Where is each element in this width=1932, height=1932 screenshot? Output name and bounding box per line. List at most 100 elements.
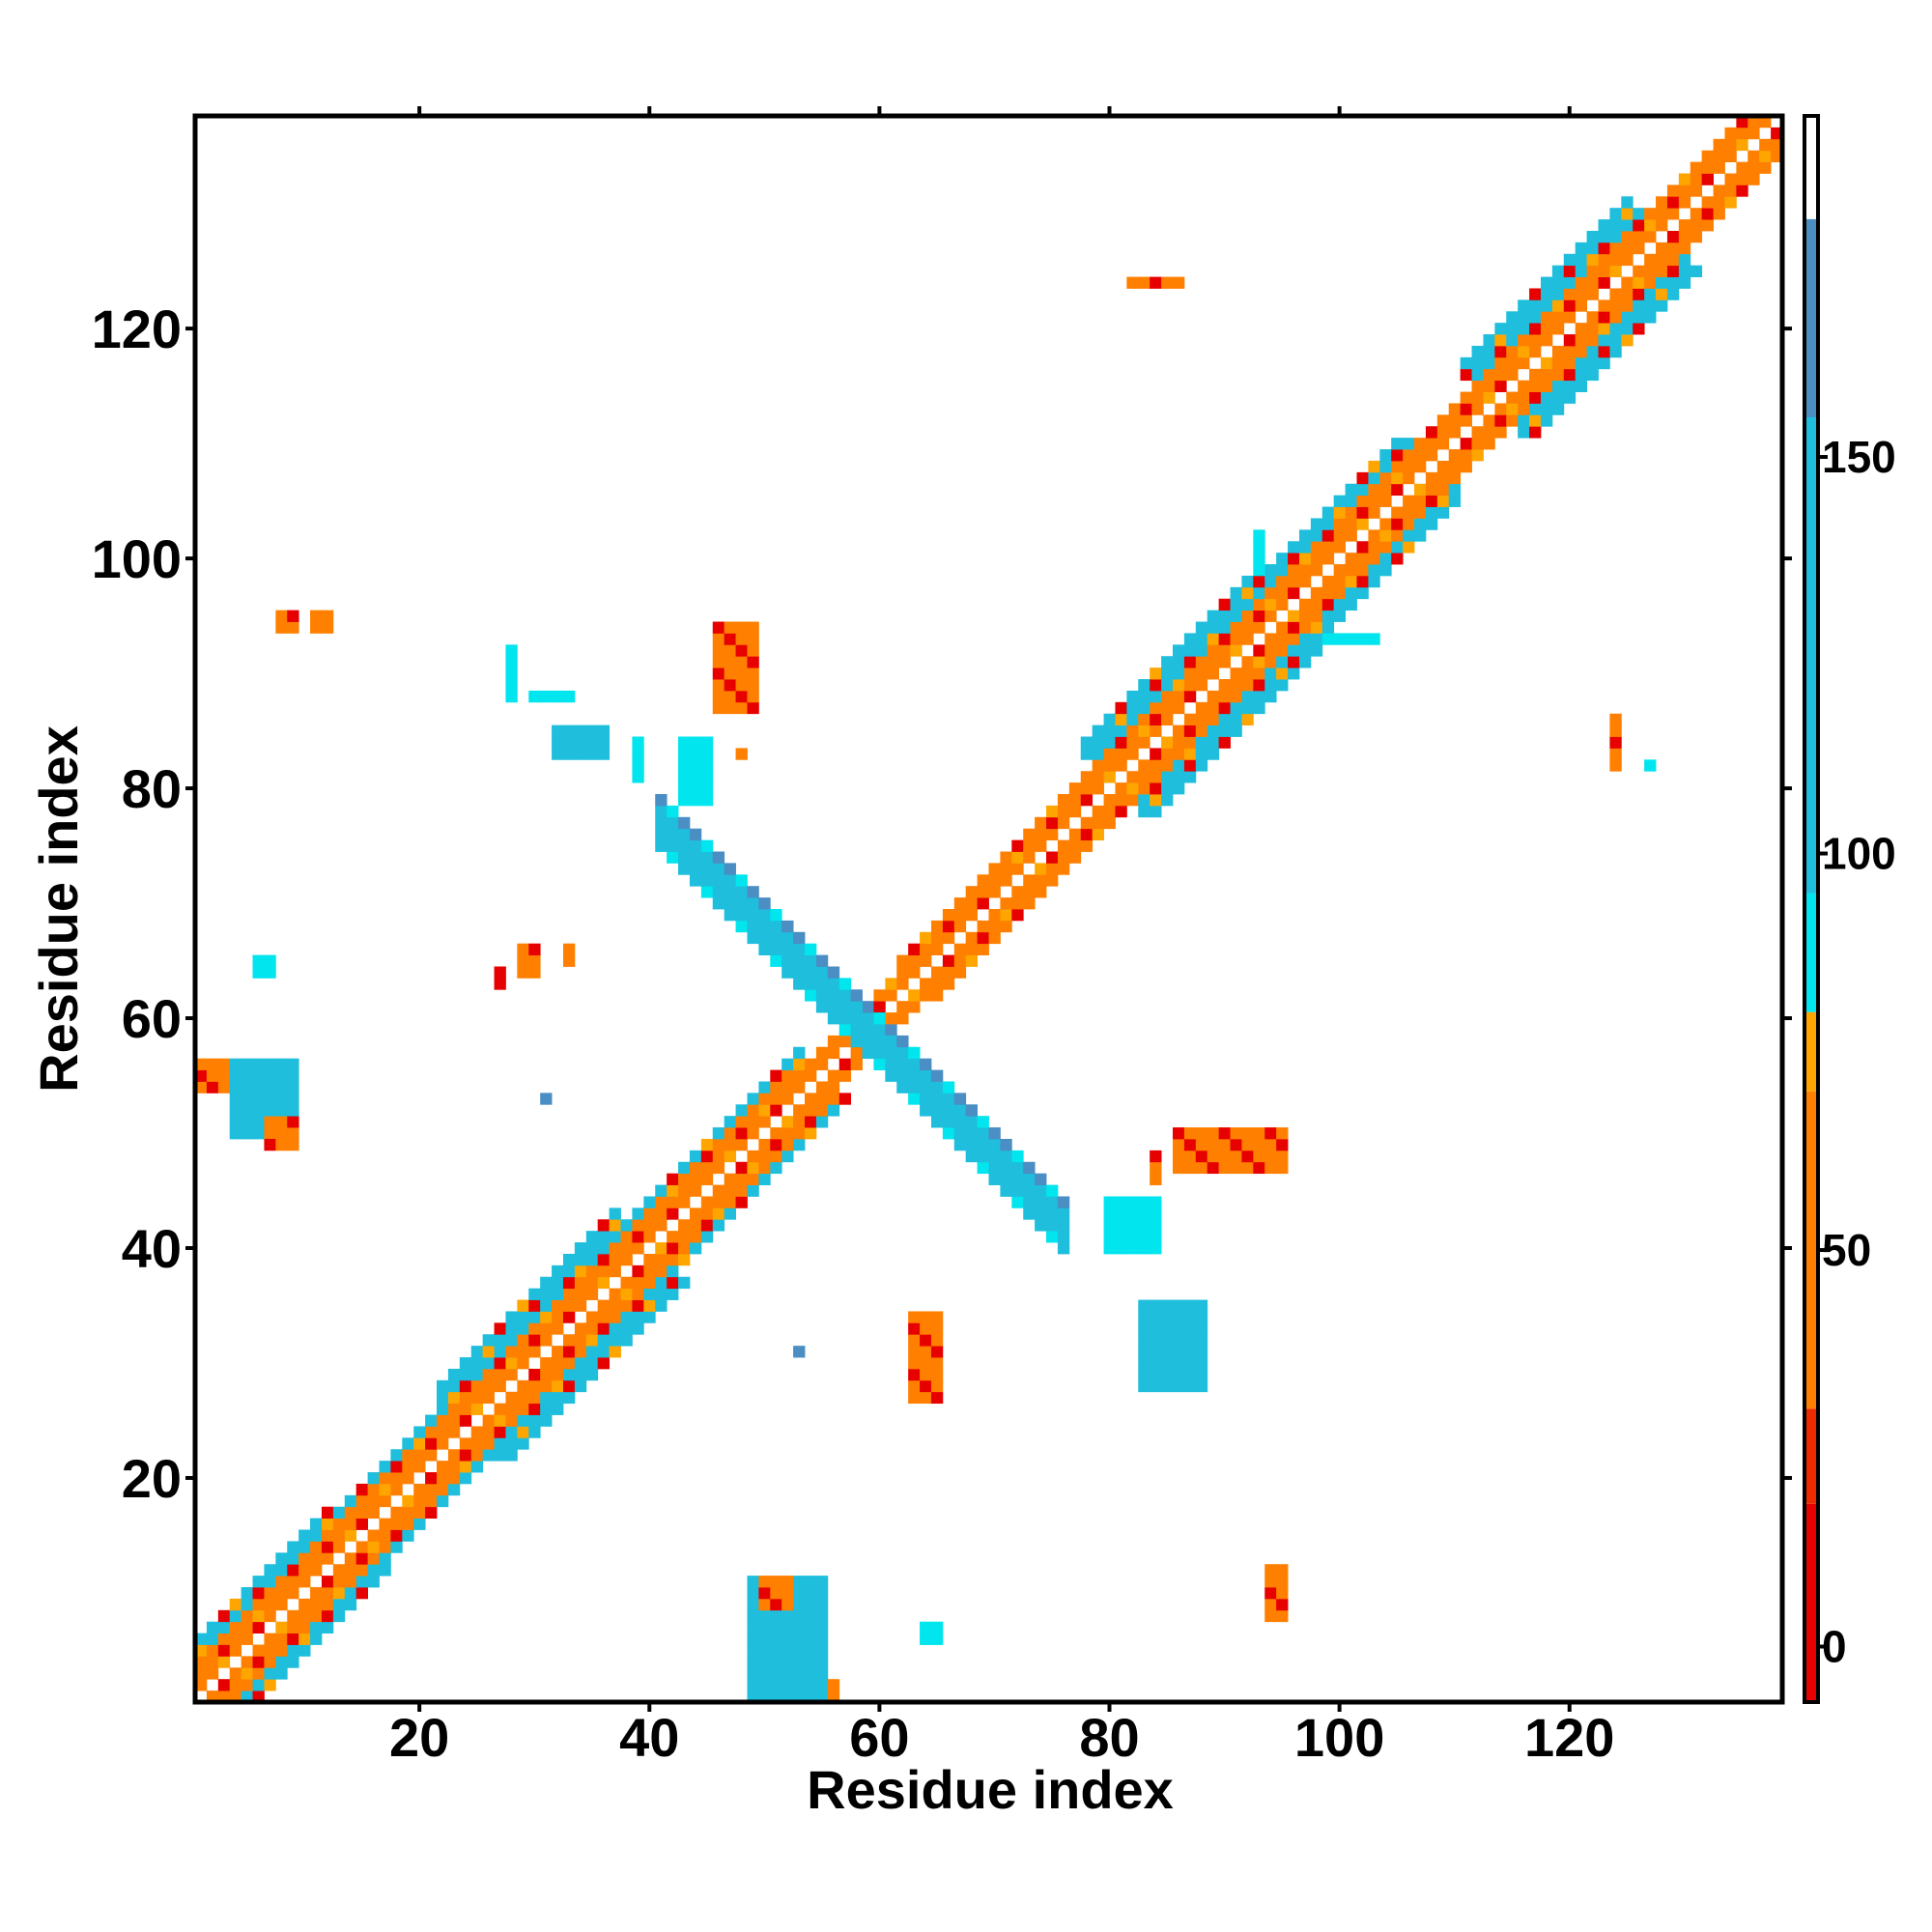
heatmap-cell	[1161, 794, 1174, 807]
heatmap-cell	[379, 1461, 391, 1473]
heatmap-cell	[1276, 668, 1289, 680]
heatmap-cell	[805, 1058, 817, 1070]
heatmap-cell	[953, 966, 967, 979]
heatmap-cell	[920, 1346, 932, 1358]
heatmap-cell	[1126, 1231, 1139, 1243]
heatmap-cell	[1368, 541, 1380, 554]
heatmap-cell	[781, 1116, 794, 1128]
heatmap-cell	[332, 1564, 346, 1577]
heatmap-cell	[643, 1311, 656, 1323]
x-tick-label: 100	[1294, 1707, 1384, 1768]
heatmap-cell	[241, 1104, 253, 1117]
colorbar-band	[1804, 116, 1818, 219]
heatmap-cell	[287, 1621, 299, 1634]
heatmap-cell	[1000, 920, 1012, 933]
heatmap-cell	[1276, 621, 1289, 634]
heatmap-cell	[459, 1437, 472, 1450]
heatmap-cell	[552, 1379, 564, 1393]
heatmap-cell	[1563, 356, 1577, 370]
heatmap-cell	[747, 920, 759, 933]
heatmap-cell	[896, 1046, 909, 1060]
heatmap-cell	[552, 1264, 564, 1278]
heatmap-cell	[1057, 863, 1070, 875]
heatmap-cell	[1035, 1184, 1047, 1197]
heatmap-cell	[735, 1173, 748, 1185]
heatmap-cell	[896, 1069, 909, 1082]
heatmap-cell	[632, 1219, 644, 1232]
heatmap-cell	[1436, 506, 1450, 519]
heatmap-cell	[574, 1253, 587, 1266]
heatmap-cell	[528, 690, 541, 703]
heatmap-cell	[712, 633, 725, 645]
heatmap-cell	[195, 1656, 208, 1668]
heatmap-cell	[1161, 1334, 1174, 1347]
heatmap-cell	[229, 1609, 242, 1623]
heatmap-cell	[965, 1127, 978, 1140]
heatmap-cell	[770, 909, 782, 922]
heatmap-cell	[1035, 874, 1047, 887]
heatmap-cells	[195, 116, 1783, 1703]
heatmap-cell	[758, 1644, 771, 1657]
heatmap-cell	[1011, 886, 1024, 898]
heatmap-cell	[1563, 368, 1577, 382]
heatmap-cell	[1633, 323, 1645, 335]
heatmap-cell	[930, 1322, 944, 1335]
heatmap-cell	[977, 1138, 989, 1151]
heatmap-cell	[1035, 1219, 1047, 1232]
heatmap-cell	[1172, 1334, 1185, 1347]
heatmap-cell	[275, 1598, 288, 1611]
heatmap-cell	[805, 1116, 817, 1128]
heatmap-cell	[977, 1150, 989, 1163]
heatmap-cell	[689, 1161, 702, 1175]
heatmap-cell	[252, 1644, 265, 1657]
heatmap-cell	[1403, 495, 1415, 507]
heatmap-cell	[1678, 265, 1691, 277]
heatmap-cell	[264, 1679, 276, 1691]
heatmap-cell	[597, 1276, 611, 1290]
heatmap-cell	[1644, 230, 1657, 243]
heatmap-cell	[1253, 668, 1265, 680]
heatmap-cell	[1310, 564, 1323, 577]
heatmap-cell	[678, 816, 691, 830]
heatmap-cell	[252, 1587, 265, 1600]
heatmap-cell	[1183, 736, 1197, 749]
heatmap-cell	[965, 931, 978, 945]
heatmap-cell	[1771, 127, 1783, 140]
heatmap-cell	[735, 897, 748, 910]
heatmap-cell	[1161, 276, 1174, 289]
heatmap-cell	[747, 1690, 759, 1703]
heatmap-cell	[585, 1368, 599, 1381]
heatmap-cell	[367, 1506, 380, 1520]
heatmap-cell	[1551, 356, 1565, 370]
heatmap-cell	[1172, 679, 1185, 692]
heatmap-cell	[1633, 242, 1645, 255]
heatmap-cell	[1092, 771, 1104, 783]
heatmap-cell	[355, 1506, 368, 1520]
heatmap-cell	[1150, 701, 1162, 715]
heatmap-cell	[1436, 414, 1450, 427]
heatmap-cell	[1656, 196, 1668, 209]
heatmap-cell	[781, 1081, 794, 1094]
heatmap-cell	[585, 1357, 599, 1370]
heatmap-cell	[494, 1379, 506, 1393]
heatmap-cell	[1138, 701, 1151, 715]
heatmap-cell	[1759, 138, 1772, 152]
heatmap-cell	[747, 1161, 759, 1175]
heatmap-cell	[1656, 253, 1668, 267]
heatmap-cell	[793, 1046, 806, 1060]
heatmap-cell	[252, 1127, 265, 1140]
heatmap-cell	[1115, 1242, 1127, 1255]
heatmap-cell	[747, 668, 759, 680]
heatmap-cell	[1310, 621, 1323, 634]
heatmap-cell	[390, 1529, 403, 1542]
heatmap-cell	[1471, 403, 1484, 415]
heatmap-cell	[1529, 414, 1542, 427]
heatmap-cell	[470, 1449, 484, 1462]
heatmap-cell	[229, 1598, 242, 1611]
heatmap-cell	[447, 1379, 461, 1393]
heatmap-cell	[781, 931, 794, 945]
heatmap-cell	[1230, 1138, 1242, 1151]
heatmap-cell	[1736, 138, 1748, 152]
heatmap-cell	[275, 1104, 288, 1117]
heatmap-cell	[667, 851, 679, 864]
